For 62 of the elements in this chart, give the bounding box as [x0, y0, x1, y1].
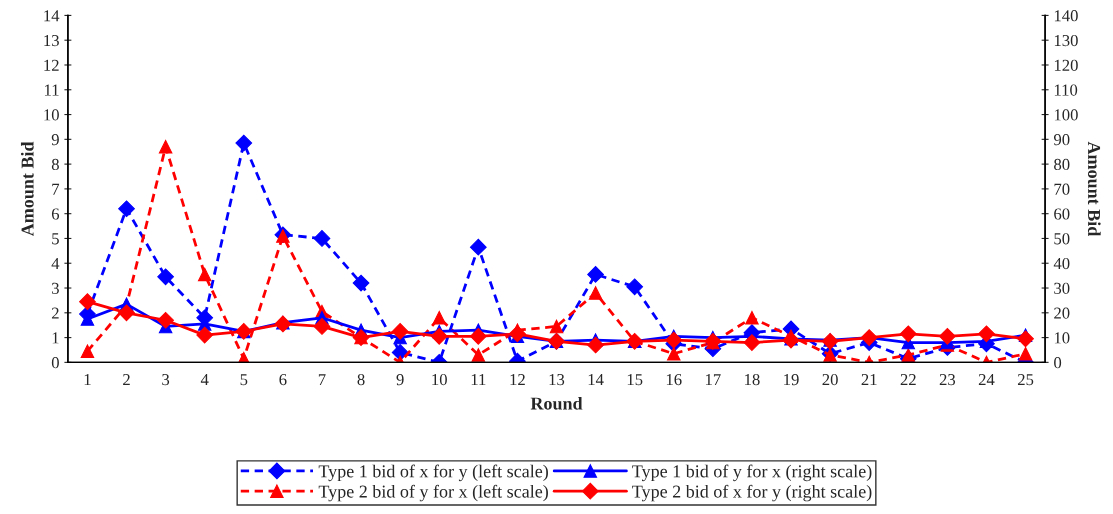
x-tick-label: 12 [510, 374, 525, 386]
x-tick-label: 9 [396, 374, 404, 386]
x-tick-label: 4 [200, 374, 209, 386]
y-tick-label: 1 [52, 332, 59, 344]
y2-tick-label: 40 [1053, 257, 1070, 270]
y-tick-label: 13 [44, 34, 59, 47]
x-tick-label: 5 [240, 374, 248, 386]
y-tick-label: 5 [52, 233, 59, 245]
x-tick-label: 2 [123, 374, 130, 386]
x-axis-title: Round [530, 396, 583, 410]
y-tick-label: 3 [52, 282, 59, 294]
legend-label: Type 1 bid of y for x (right scale) [632, 464, 872, 482]
y2-tick-label: 0 [1054, 357, 1062, 369]
x-tick-label: 24 [978, 374, 995, 386]
x-tick-label: 11 [471, 374, 486, 386]
x-tick-label: 16 [666, 374, 682, 386]
y2-tick-label: 10 [1054, 332, 1070, 344]
x-tick-label: 14 [588, 374, 604, 386]
x-tick-label: 21 [861, 374, 877, 386]
y2-tick-label: 70 [1054, 183, 1070, 195]
x-tick-label: 18 [745, 373, 760, 386]
x-tick-label: 22 [900, 374, 916, 386]
x-tick-label: 13 [549, 374, 565, 386]
x-tick-label: 15 [627, 374, 643, 386]
y-tick-label: 7 [52, 183, 60, 195]
y-tick-label: 0 [51, 357, 59, 369]
x-tick-label: 25 [1017, 374, 1034, 386]
y2-tick-label: 140 [1054, 10, 1078, 22]
x-tick-label: 7 [318, 374, 326, 386]
legend-label: Type 1 bid of x for y (left scale) [318, 464, 548, 482]
y2-tick-label: 20 [1054, 307, 1070, 319]
y-tick-label: 4 [51, 258, 60, 270]
y2-tick-label: 110 [1054, 84, 1078, 96]
y-tick-label: 8 [51, 158, 59, 171]
y2-tick-label: 120 [1054, 59, 1078, 71]
x-tick-label: 10 [432, 373, 447, 386]
y-tick-label: 10 [44, 109, 59, 121]
x-tick-label: 20 [822, 373, 838, 386]
y2-tick-label: 60 [1054, 208, 1070, 220]
y2-tick-label: 90 [1053, 134, 1070, 146]
y2-tick-label: 100 [1054, 109, 1078, 121]
x-tick-label: 8 [357, 373, 365, 386]
y2-axis-title: Amount Bid [1087, 141, 1101, 237]
x-tick-label: 3 [162, 374, 170, 386]
x-tick-label: 1 [84, 374, 91, 386]
x-tick-label: 19 [784, 374, 799, 386]
legend-label: Type 2 bid of y for x (left scale) [318, 484, 548, 502]
y2-tick-label: 130 [1054, 34, 1078, 47]
x-tick-label: 6 [279, 374, 287, 386]
legend-label: Type 2 bid of x for y (right scale) [632, 484, 872, 502]
y-tick-label: 14 [44, 10, 60, 22]
y-tick-label: 9 [51, 134, 59, 146]
y-tick-label: 2 [51, 307, 59, 319]
y-tick-label: 6 [51, 208, 60, 220]
y-tick-label: 12 [44, 59, 59, 71]
y2-tick-label: 50 [1054, 233, 1070, 245]
y2-tick-label: 80 [1054, 158, 1070, 171]
y-axis-title: Amount Bid [20, 141, 34, 237]
x-tick-label: 23 [939, 374, 956, 386]
x-tick-label: 17 [705, 374, 721, 386]
y2-tick-label: 30 [1054, 282, 1070, 294]
y-tick-label: 11 [44, 84, 59, 96]
